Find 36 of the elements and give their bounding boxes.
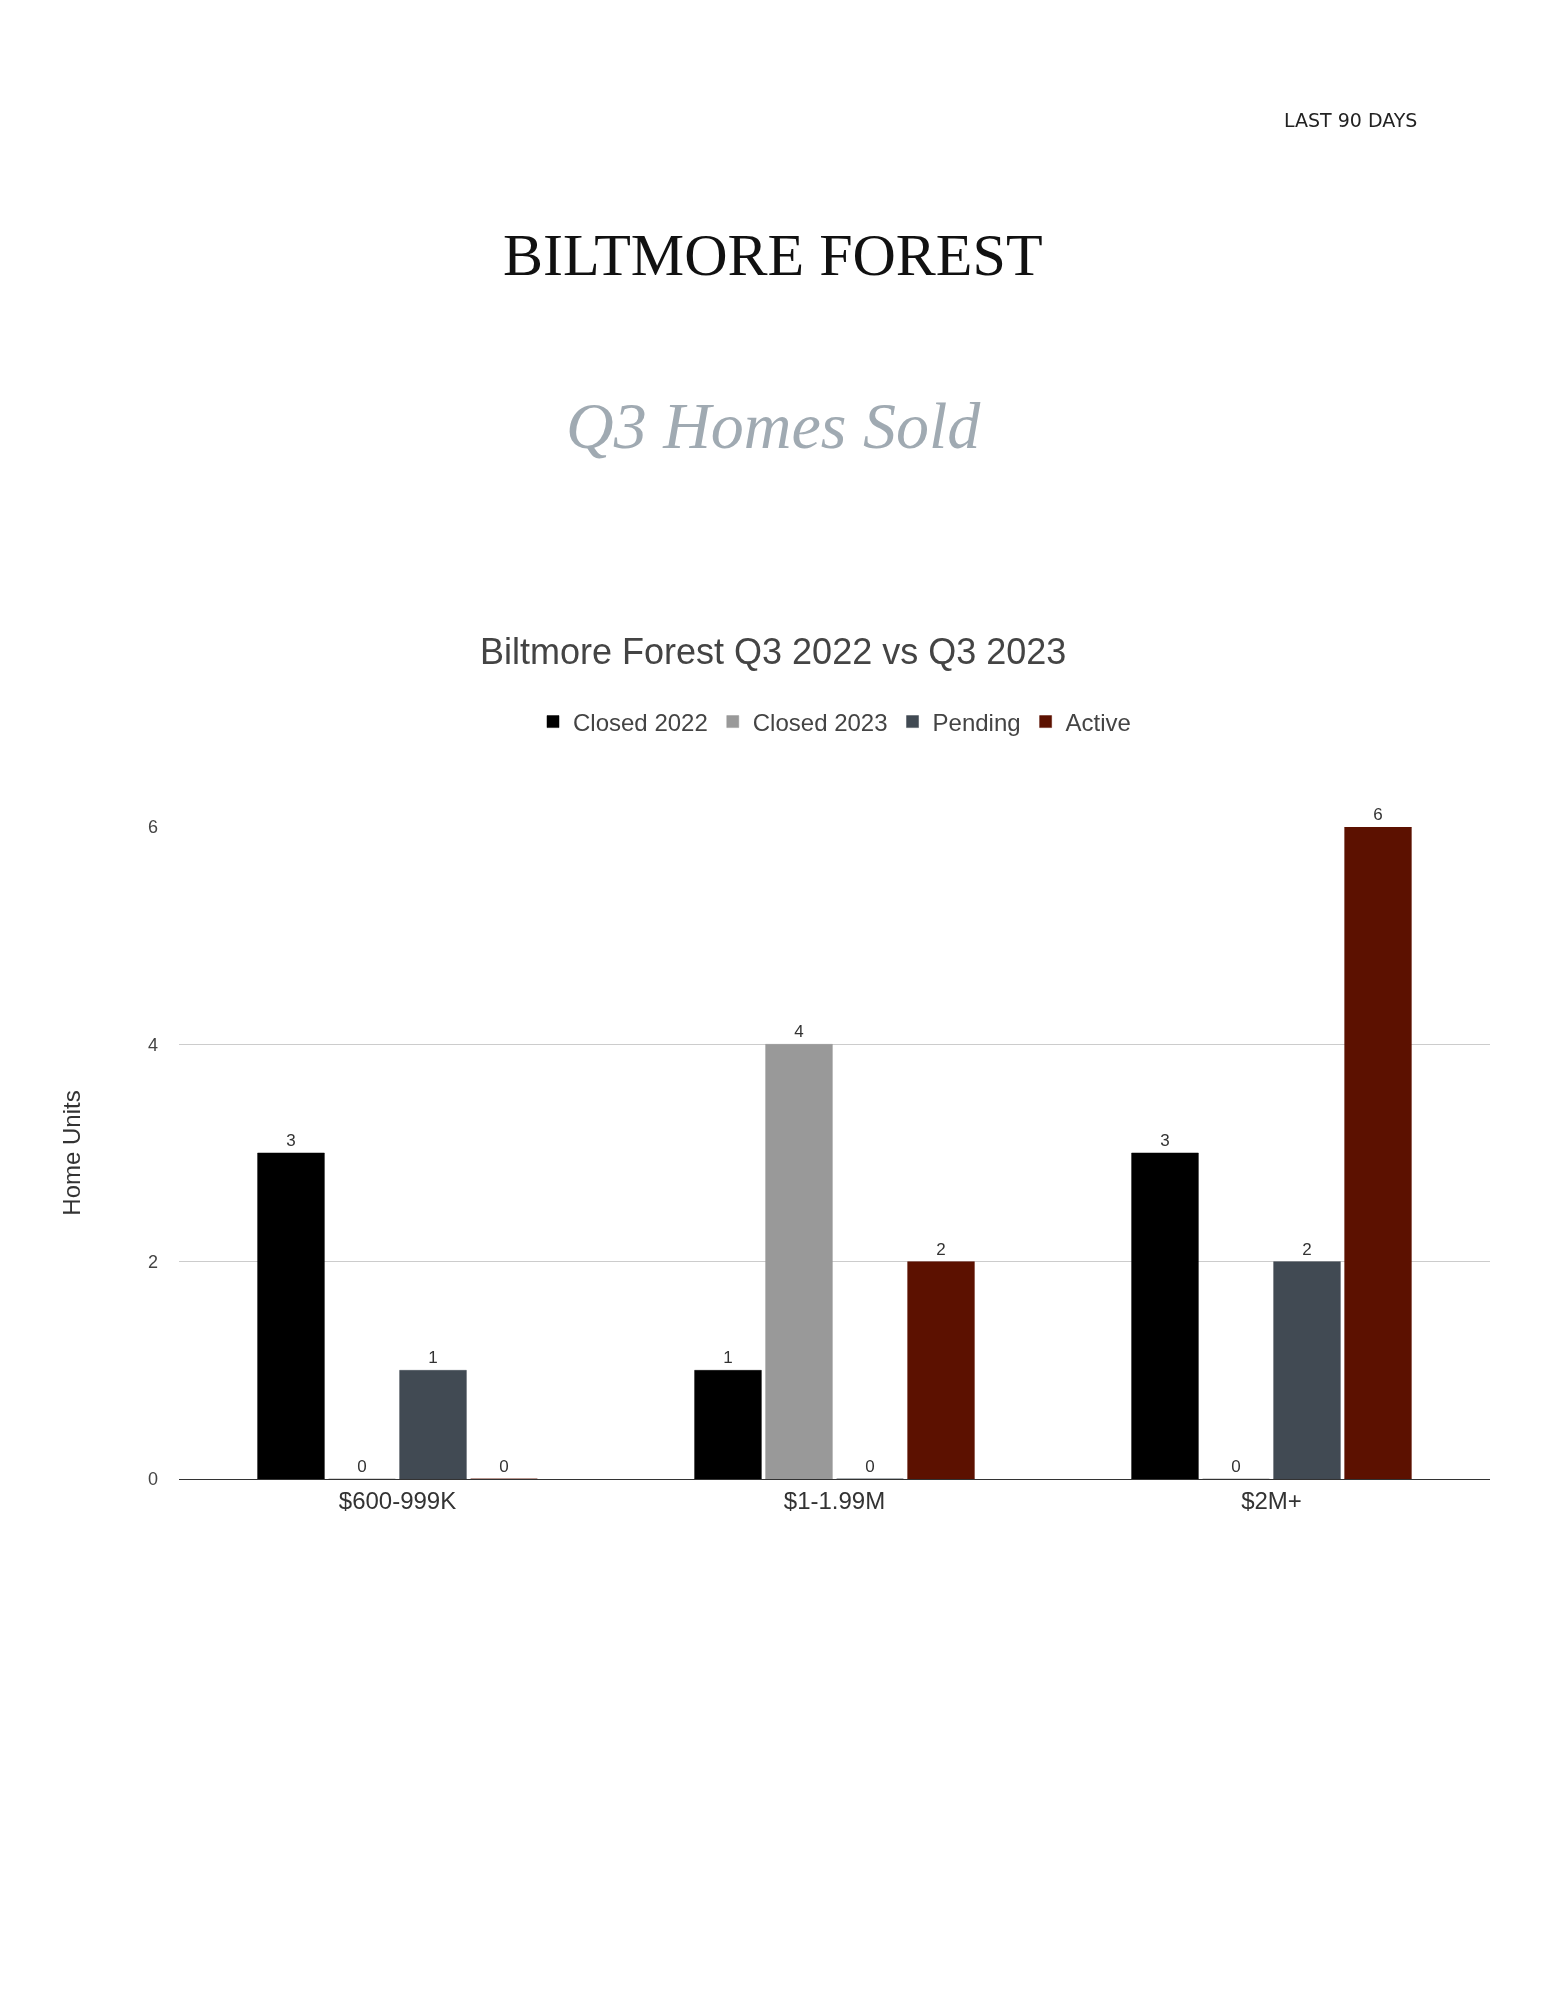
data-label: 6	[1373, 805, 1383, 824]
bar	[399, 1370, 467, 1479]
data-label: 0	[357, 1457, 367, 1476]
text: LAST 90 DAYS	[1284, 109, 1418, 131]
bar	[694, 1370, 762, 1479]
bar	[1273, 1261, 1341, 1479]
y-tick-label: 4	[147, 1034, 158, 1055]
data-label: 2	[936, 1239, 946, 1259]
text: Biltmore Forest Q3 2022 vs Q3 2023	[480, 631, 1067, 672]
y-tick-label: 0	[147, 1469, 158, 1490]
bar	[765, 1044, 833, 1479]
y-tick-label: 2	[147, 1251, 158, 1272]
data-label: 0	[865, 1457, 875, 1476]
legend-label: Active	[1065, 708, 1131, 736]
x-tick-label: $2M+	[1241, 1486, 1302, 1514]
data-label: 1	[723, 1348, 733, 1368]
legend-label: Closed 2022	[573, 708, 708, 736]
data-label: 1	[428, 1348, 438, 1368]
bar	[1131, 1152, 1199, 1479]
bar	[257, 1152, 325, 1479]
data-label: 0	[1231, 1457, 1241, 1476]
chart-subtitle: Q3 Homes Sold	[566, 389, 982, 462]
y-axis-title: Home Units	[58, 1090, 86, 1216]
chart-title: BILTMORE FOREST	[503, 222, 1043, 288]
data-label: 4	[794, 1022, 804, 1042]
bar	[907, 1261, 975, 1479]
y-tick-label: 6	[147, 817, 158, 838]
x-tick-label: $1-1.99M	[783, 1486, 886, 1514]
data-label: 0	[499, 1457, 509, 1476]
x-tick-label: $600-999K	[338, 1486, 457, 1514]
data-label: 3	[286, 1131, 296, 1150]
legend-label: Pending	[932, 708, 1021, 736]
data-label: 2	[1302, 1239, 1312, 1259]
data-label: 3	[1160, 1131, 1170, 1150]
legend-label: Closed 2023	[752, 708, 888, 736]
bar	[1344, 827, 1412, 1479]
